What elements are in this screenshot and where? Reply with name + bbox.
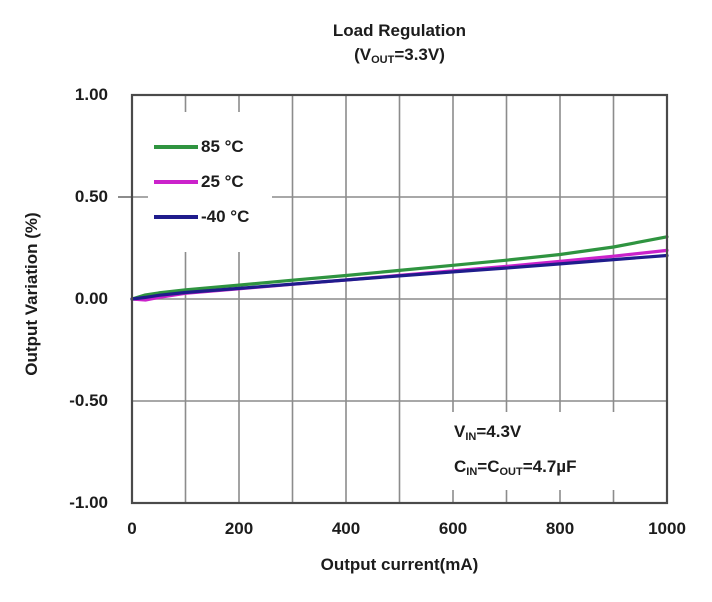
legend-label-minus40c: -40 °C — [201, 207, 250, 226]
legend-swatch-minus40c — [154, 215, 198, 219]
annotation-line-cin-cout: CIN=COUT=4.7µF — [454, 452, 660, 487]
legend-label-85c: 85 °C — [201, 137, 244, 156]
legend-item-85c: 85 °C — [154, 135, 244, 159]
vin-subscript: IN — [465, 431, 477, 443]
legend-item-minus40c: -40 °C — [154, 205, 249, 229]
legend-item-25c: 25 °C — [154, 170, 244, 194]
plot-frame — [130, 93, 669, 505]
title-vout-prefix: (V — [354, 45, 372, 64]
y-tick-label: -0.50 — [69, 391, 108, 410]
test-conditions-annotation: VIN=4.3V CIN=COUT=4.7µF — [446, 412, 660, 490]
title-vout-suffix: =3.3V) — [394, 45, 445, 64]
x-tick-label: 200 — [224, 519, 254, 538]
y-tick-label: 0.50 — [74, 187, 108, 206]
vin-symbol: V — [454, 422, 466, 441]
x-tick-label: 400 — [331, 519, 361, 538]
legend-label-25c: 25 °C — [201, 172, 244, 191]
cin-symbol: C — [454, 457, 467, 476]
x-tick-label: 800 — [545, 519, 575, 538]
x-axis-title: Output current(mA) — [320, 555, 479, 574]
y-tick-label: -1.00 — [69, 493, 108, 512]
chart-title-line1: Load Regulation — [332, 21, 467, 40]
cin-subscript: IN — [466, 466, 478, 478]
annotation-line-vin: VIN=4.3V — [454, 417, 660, 452]
x-tick-label: 1000 — [648, 519, 686, 538]
chart-title-line2: (VOUT=3.3V) — [132, 44, 667, 71]
x-tick-label: 600 — [438, 519, 468, 538]
y-axis-title: Output Variation (%) — [22, 212, 41, 376]
vin-value: =4.3V — [476, 422, 522, 441]
chart-title: Load Regulation (VOUT=3.3V) — [132, 20, 667, 71]
cout-symbol: =C — [477, 457, 500, 476]
x-tick-label: 0 — [127, 519, 137, 538]
curve-85c — [130, 235, 669, 301]
legend: 85 °C 25 °C -40 °C — [148, 112, 272, 252]
y-tick-label: 1.00 — [74, 85, 108, 104]
legend-swatch-85c — [154, 145, 198, 149]
curve--40c — [130, 253, 669, 301]
title-vout-subscript: OUT — [371, 54, 395, 66]
cout-subscript: OUT — [499, 466, 523, 478]
legend-swatch-25c — [154, 180, 198, 184]
y-tick-label: 0.00 — [74, 289, 108, 308]
cap-value: =4.7µF — [522, 457, 577, 476]
